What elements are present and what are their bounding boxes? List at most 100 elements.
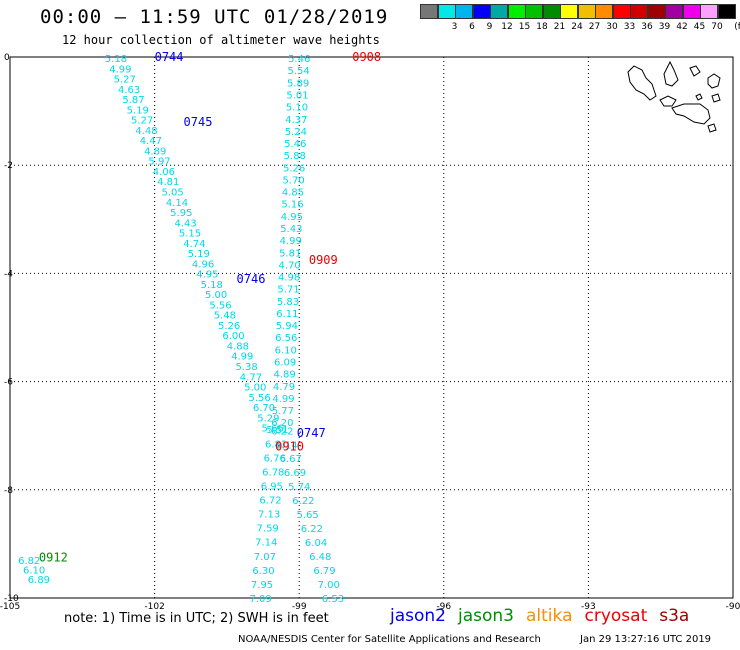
wave-height-value: 5.27 <box>131 116 153 127</box>
color-swatch <box>490 4 508 19</box>
wave-height-value: 6.11 <box>276 309 298 320</box>
color-swatch <box>420 4 438 19</box>
wave-height-value: 5.01 <box>286 90 308 101</box>
color-swatch <box>525 4 543 19</box>
wave-height-value: 5.77 <box>272 406 294 417</box>
lon-tick-label: -93 <box>581 602 596 612</box>
wave-height-value: 5.19 <box>188 249 210 260</box>
color-scale-label: 70 <box>711 22 723 32</box>
wave-height-value: 7.13 <box>258 510 280 521</box>
wave-height-value: 5.56 <box>209 300 231 311</box>
page-title: 00:00 – 11:59 UTC 01/28/2019 <box>40 6 389 28</box>
wave-height-value: 4.74 <box>183 239 205 250</box>
wave-height-value: 4.85 <box>282 188 304 199</box>
wave-height-value: 5.87 <box>122 95 144 106</box>
wave-height-value: 6.81 <box>265 439 287 450</box>
wave-height-value: 5.43 <box>280 224 302 235</box>
color-scale-label: 3 <box>451 22 458 32</box>
color-scale-label: 39 <box>658 22 671 32</box>
legend-item-cryosat: cryosat <box>584 606 648 626</box>
color-swatch <box>647 4 666 19</box>
color-swatch <box>612 4 631 19</box>
wave-height-value: 6.76 <box>264 453 286 464</box>
color-scale-unit: (ft) <box>734 22 740 32</box>
pass-time-label: 0744 <box>155 50 184 64</box>
color-scale-label: 42 <box>676 22 688 32</box>
pass-time-label: 0747 <box>297 426 326 440</box>
wave-height-value: 4.06 <box>153 167 175 178</box>
wave-height-value: 5.54 <box>288 66 310 77</box>
wave-height-value: 5.66 <box>262 424 284 435</box>
wave-height-value: 4.47 <box>140 136 162 147</box>
pass-time-label: 0910 <box>275 440 304 454</box>
wave-height-value: 5.18 <box>201 280 223 291</box>
wave-height-value: 4.99 <box>231 352 253 363</box>
wave-height-value: 4.89 <box>144 146 166 157</box>
color-swatch <box>560 4 578 19</box>
lon-tick-label: -102 <box>144 602 164 612</box>
pass-time-label: 0745 <box>184 115 213 129</box>
wave-height-value: 5.24 <box>285 127 307 138</box>
wave-height-value: 4.14 <box>166 198 188 209</box>
wave-height-value: 7.14 <box>255 538 277 549</box>
wave-height-value: 6.20 <box>271 418 293 429</box>
wave-height-value: 5.74 <box>288 482 310 493</box>
wave-height-value: 4.95 <box>281 212 303 223</box>
pass-time-label: 0912 <box>39 550 68 564</box>
wave-height-value: 6.89 <box>28 575 50 586</box>
wave-height-value: 6.69 <box>284 468 306 479</box>
satellite-legend: jason2 jason3 altika cryosat s3a <box>390 606 701 626</box>
wave-height-value: 5.26 <box>283 163 305 174</box>
wave-height-value: 6.04 <box>305 538 327 549</box>
wave-height-value: 5.65 <box>297 510 319 521</box>
wave-height-value: 5.81 <box>279 248 301 259</box>
lon-tick-label: -99 <box>292 602 307 612</box>
legend-item-jason2: jason2 <box>390 606 446 626</box>
wave-height-value: 5.05 <box>161 188 183 199</box>
wave-height-value: 5.56 <box>249 393 271 404</box>
wave-height-value: 5.97 <box>148 157 170 168</box>
wave-height-value: 4.88 <box>227 341 249 352</box>
wave-height-value: 4.37 <box>285 115 307 126</box>
color-scale-label: 33 <box>623 22 636 32</box>
wave-height-value: 5.10 <box>286 103 308 114</box>
lat-tick-label: -4 <box>4 269 13 279</box>
legend-item-altika: altika <box>526 606 573 626</box>
wave-height-value: 4.48 <box>135 126 157 137</box>
wave-height-value: 4.79 <box>273 382 295 393</box>
wave-height-value: 5.15 <box>179 229 201 240</box>
wave-height-value: 6.53 <box>322 594 344 605</box>
timestamp: Jan 29 13:27:16 UTC 2019 <box>580 634 712 645</box>
wave-height-value: 6.09 <box>274 357 296 368</box>
wave-height-value: 4.95 <box>196 270 218 281</box>
wave-height-value: 5.51 <box>266 425 288 436</box>
wave-height-value: 7.07 <box>254 552 276 563</box>
wave-height-value: 6.79 <box>313 566 335 577</box>
wave-height-value: 5.89 <box>287 78 309 89</box>
color-swatch <box>437 4 456 19</box>
wave-height-value: 7.00 <box>318 580 340 591</box>
lon-tick-label: -105 <box>0 602 20 612</box>
legend-item-s3a: s3a <box>659 606 690 626</box>
color-scale-label: 45 <box>693 22 706 32</box>
wave-height-value: 6.67 <box>280 454 302 465</box>
wave-height-value: 5.00 <box>244 383 266 394</box>
color-scale-label: 21 <box>553 22 566 32</box>
wave-height-value: 6.78 <box>262 467 284 478</box>
wave-height-value: 5.26 <box>218 321 240 332</box>
wave-height-value: 5.29 <box>257 413 279 424</box>
wave-height-value: 4.99 <box>109 64 131 75</box>
wave-height-value: 6.22 <box>271 426 293 437</box>
lat-tick-label: -2 <box>4 161 13 171</box>
color-scale-label: 36 <box>641 22 653 32</box>
color-swatch <box>577 4 596 19</box>
wave-height-value: 4.99 <box>272 394 294 405</box>
credit-text: NOAA/NESDIS Center for Satellite Applica… <box>238 634 541 645</box>
color-scale-label: 6 <box>469 22 475 32</box>
wave-height-value: 5.18 <box>105 54 127 65</box>
pass-time-label: 0908 <box>352 50 381 64</box>
color-swatch <box>717 4 736 19</box>
color-scale-label: 18 <box>536 22 548 32</box>
lon-tick-label: -96 <box>436 602 451 612</box>
